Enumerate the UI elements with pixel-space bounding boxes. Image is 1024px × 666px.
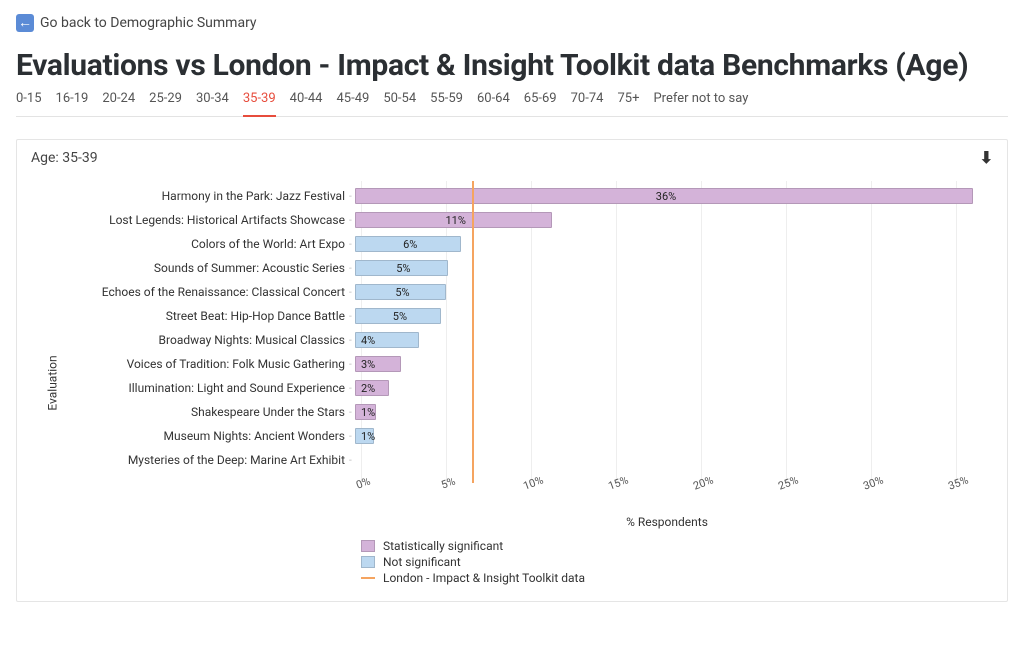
bar-cell: 36%	[355, 187, 973, 205]
back-arrow-icon: ←	[16, 14, 34, 32]
legend-label-not-significant: Not significant	[383, 555, 461, 569]
legend-line-benchmark	[361, 577, 375, 579]
x-tick-label: 25%	[776, 474, 800, 493]
chart-row: Harmony in the Park: Jazz Festival-36%	[31, 185, 973, 207]
legend-swatch-significant	[361, 540, 375, 552]
tab-age-30-34[interactable]: 30-34	[196, 91, 229, 110]
tab-age-25-29[interactable]: 25-29	[149, 91, 182, 110]
age-tabs: 0-15 16-19 20-24 25-29 30-34 35-39 40-44 45-49 5…	[16, 91, 1008, 117]
x-tick-label: 30%	[861, 474, 885, 493]
bar-value-label: 5%	[391, 283, 409, 301]
bar-value-label: 1%	[357, 403, 375, 421]
bar-cell: 5%	[355, 283, 973, 301]
tab-age-40-44[interactable]: 40-44	[290, 91, 323, 110]
x-tick-label: 5%	[439, 475, 457, 492]
x-tick-label: 35%	[946, 474, 970, 493]
chart-subtitle: Age: 35-39	[31, 150, 98, 166]
bar-value-label: 5%	[392, 259, 410, 277]
bar-cell: 1%	[355, 427, 973, 445]
y-tick-label: Illumination: Light and Sound Experience	[31, 381, 353, 395]
chart-row: Museum Nights: Ancient Wonders-1%	[31, 425, 973, 447]
bar-cell: 3%	[355, 355, 973, 373]
chart-legend: Statistically significant Not significan…	[361, 539, 993, 585]
legend-item-not-significant: Not significant	[361, 555, 993, 569]
tab-age-75+[interactable]: 75+	[617, 91, 639, 110]
chart-row: Echoes of the Renaissance: Classical Con…	[31, 281, 973, 303]
y-tick-label: Museum Nights: Ancient Wonders	[31, 429, 353, 443]
chart-row: Lost Legends: Historical Artifacts Showc…	[31, 209, 973, 231]
bar-value-label: 1%	[357, 427, 375, 445]
x-axis-title: % Respondents	[361, 515, 973, 529]
chart-area: Evaluation Harmony in the Park: Jazz Fes…	[31, 181, 993, 585]
legend-label-benchmark: London - Impact & Insight Toolkit data	[383, 571, 585, 585]
y-tick-label: Harmony in the Park: Jazz Festival	[31, 189, 353, 203]
bar-value-label: 3%	[357, 355, 375, 373]
bar-cell: 1%	[355, 403, 973, 421]
y-tick-label: Echoes of the Renaissance: Classical Con…	[31, 285, 353, 299]
download-icon[interactable]: ⬇	[980, 148, 993, 167]
bar-value-label: 2%	[357, 379, 375, 397]
benchmark-line	[472, 181, 474, 483]
chart-card: Age: 35-39 ⬇ Evaluation Harmony in the P…	[16, 139, 1008, 602]
chart-row: Street Beat: Hip-Hop Dance Battle-5%	[31, 305, 973, 327]
y-tick-label: Broadway Nights: Musical Classics	[31, 333, 353, 347]
chart-row: Broadway Nights: Musical Classics-4%	[31, 329, 973, 351]
chart-row: Voices of Tradition: Folk Music Gatherin…	[31, 353, 973, 375]
x-tick-label: 20%	[691, 474, 715, 493]
bar-cell	[355, 451, 973, 469]
chart-row: Sounds of Summer: Acoustic Series-5%	[31, 257, 973, 279]
bar-cell: 2%	[355, 379, 973, 397]
y-tick-label: Shakespeare Under the Stars	[31, 405, 353, 419]
bar-cell: 5%	[355, 307, 973, 325]
x-tick-label: 0%	[354, 475, 372, 492]
y-tick-label: Street Beat: Hip-Hop Dance Battle	[31, 309, 353, 323]
x-tick-label: 15%	[606, 474, 630, 493]
x-tick-label: 10%	[521, 474, 545, 493]
tab-age-50-54[interactable]: 50-54	[383, 91, 416, 110]
back-link[interactable]: ← Go back to Demographic Summary	[16, 14, 257, 32]
bar-value-label: 36%	[652, 187, 676, 205]
tab-age-20-24[interactable]: 20-24	[102, 91, 135, 110]
tab-age-70-74[interactable]: 70-74	[571, 91, 604, 110]
chart-row: Mysteries of the Deep: Marine Art Exhibi…	[31, 449, 973, 471]
bar-value-label: 6%	[399, 235, 417, 253]
bar-cell: 11%	[355, 211, 973, 229]
y-tick-label: Mysteries of the Deep: Marine Art Exhibi…	[31, 453, 353, 467]
tab-age-65-69[interactable]: 65-69	[524, 91, 557, 110]
legend-item-benchmark: London - Impact & Insight Toolkit data	[361, 571, 993, 585]
legend-item-significant: Statistically significant	[361, 539, 993, 553]
tab-age-0-15[interactable]: 0-15	[16, 91, 42, 110]
tab-age-60-64[interactable]: 60-64	[477, 91, 510, 110]
tab-age-35-39[interactable]: 35-39	[243, 91, 276, 110]
bar-value-label: 11%	[441, 211, 465, 229]
chart-row: Shakespeare Under the Stars-1%	[31, 401, 973, 423]
legend-label-significant: Statistically significant	[383, 539, 503, 553]
x-axis: 0%5%10%15%20%25%30%35%	[361, 477, 973, 511]
y-tick-label: Voices of Tradition: Folk Music Gatherin…	[31, 357, 353, 371]
page-title: Evaluations vs London - Impact & Insight…	[16, 48, 1008, 83]
y-tick-label: Lost Legends: Historical Artifacts Showc…	[31, 213, 353, 227]
bar-cell: 6%	[355, 235, 973, 253]
chart-row: Colors of the World: Art Expo-6%	[31, 233, 973, 255]
tab-age-55-59[interactable]: 55-59	[430, 91, 463, 110]
bar-value-label: 4%	[357, 331, 375, 349]
bar-cell: 4%	[355, 331, 973, 349]
chart-plot: Harmony in the Park: Jazz Festival-36%Lo…	[361, 181, 973, 477]
bar-value-label: 5%	[389, 307, 407, 325]
tab-age-Prefer-not-to-say[interactable]: Prefer not to say	[653, 91, 748, 110]
tab-age-45-49[interactable]: 45-49	[336, 91, 369, 110]
tab-age-16-19[interactable]: 16-19	[56, 91, 89, 110]
y-tick-label: Colors of the World: Art Expo	[31, 237, 353, 251]
back-link-label: Go back to Demographic Summary	[40, 15, 257, 31]
chart-row: Illumination: Light and Sound Experience…	[31, 377, 973, 399]
y-tick-label: Sounds of Summer: Acoustic Series	[31, 261, 353, 275]
bar-cell: 5%	[355, 259, 973, 277]
legend-swatch-not-significant	[361, 556, 375, 568]
